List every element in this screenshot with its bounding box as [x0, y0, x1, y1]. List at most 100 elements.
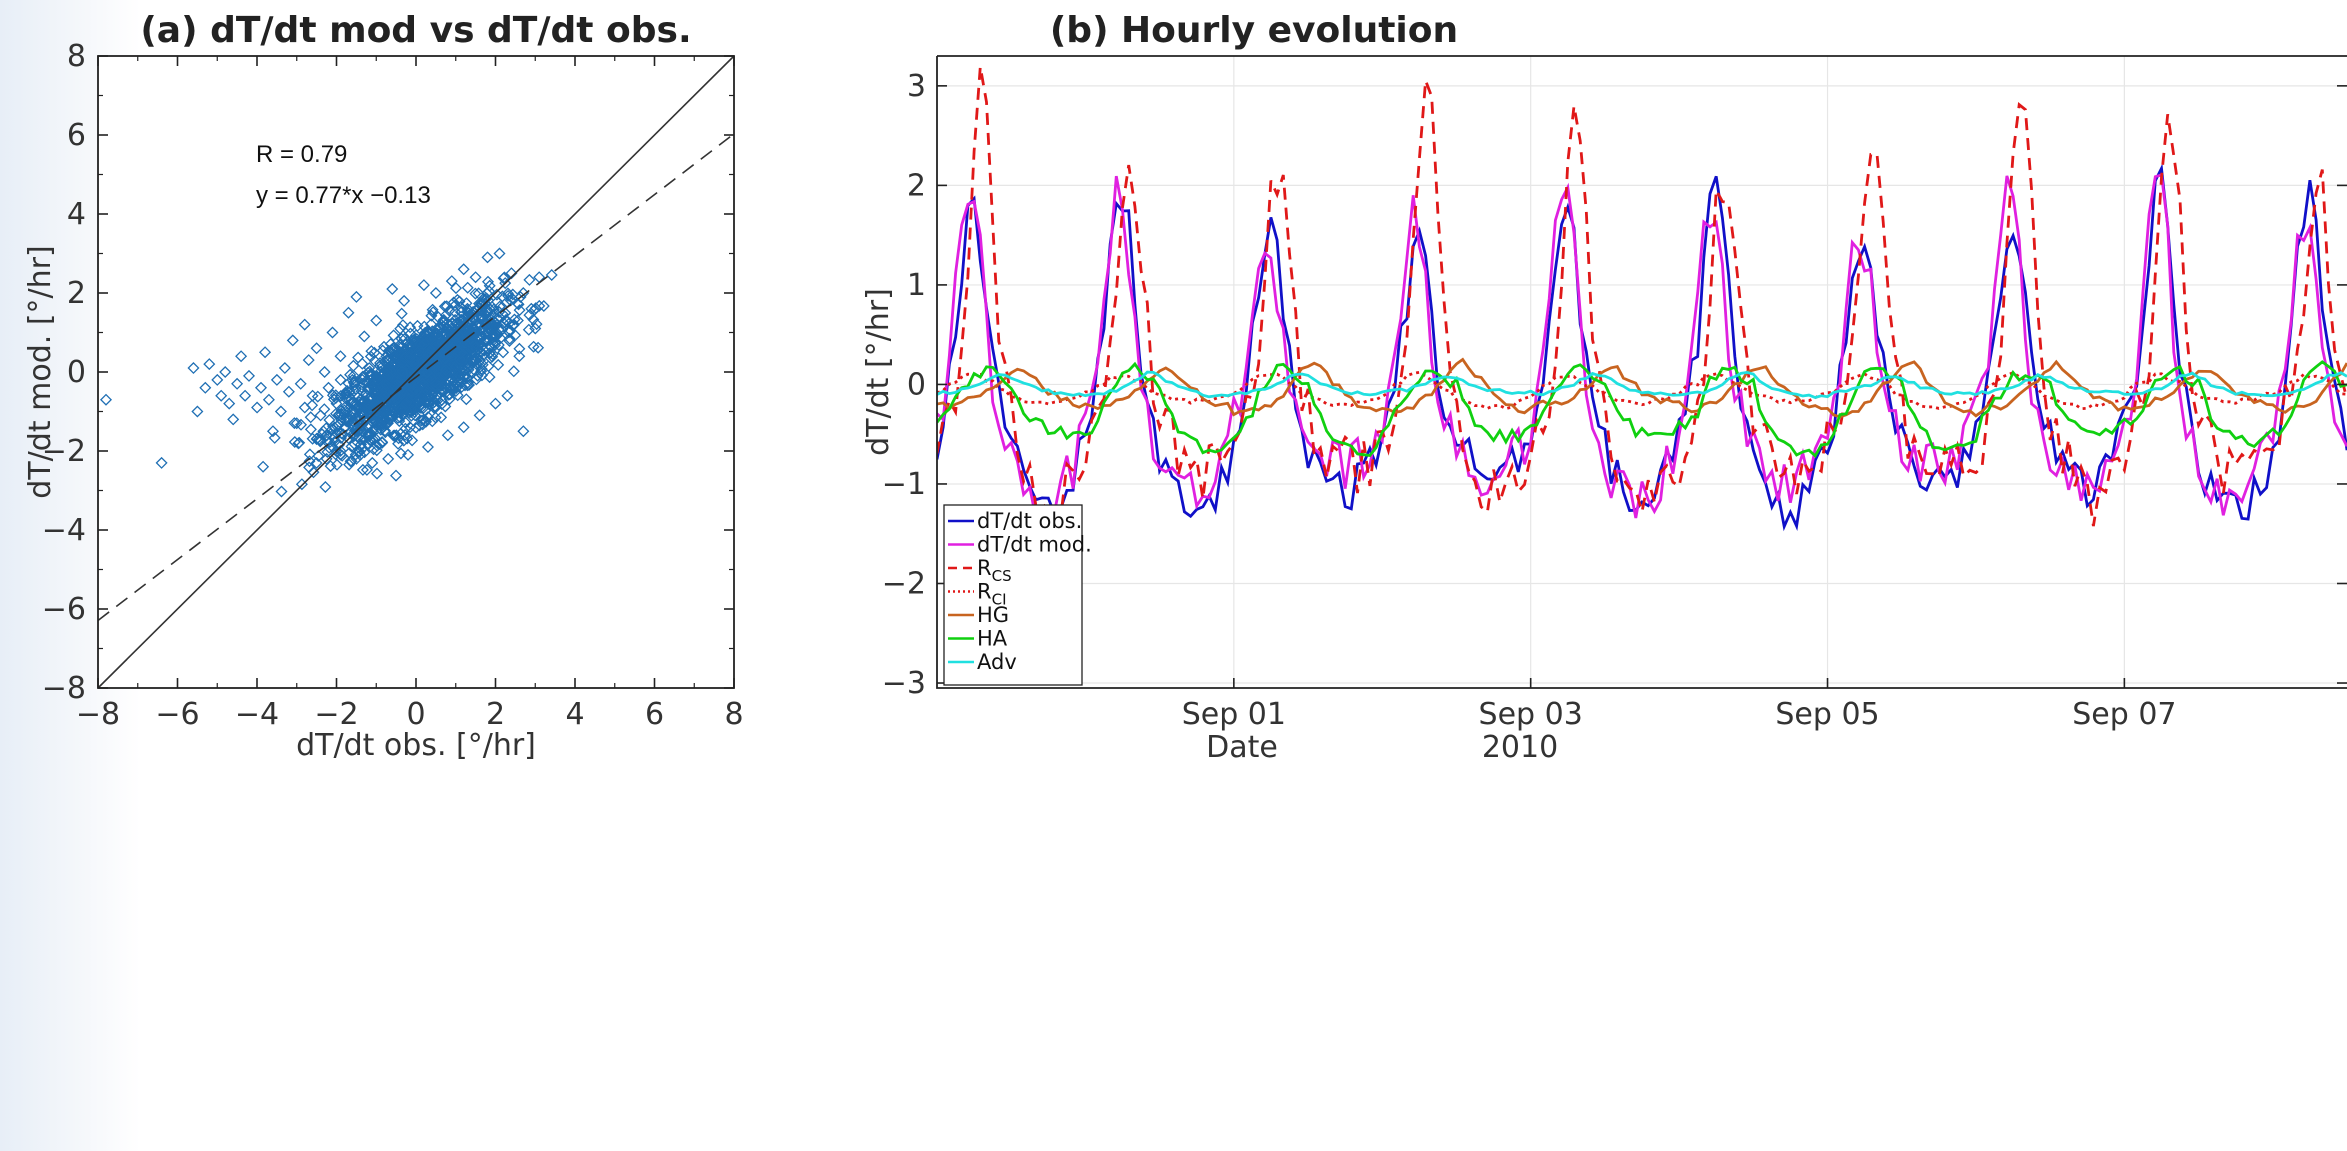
x-tick-label: 4: [565, 697, 584, 732]
scatter-point: [326, 441, 339, 454]
panel-b-series: [937, 66, 2347, 532]
scatter-point: [504, 324, 517, 337]
scatter-point: [380, 364, 393, 378]
scatter-point: [512, 298, 525, 311]
scatter-point: [395, 307, 408, 320]
scatter-point: [421, 366, 434, 379]
scatter-point: [367, 422, 380, 436]
scatter-point: [457, 263, 470, 276]
scatter-point: [199, 381, 212, 394]
scatter-point: [388, 379, 401, 392]
scatter-point: [191, 405, 204, 418]
panel-a-x-label: dT/dt obs. [°/hr]: [296, 728, 536, 763]
scatter-point: [493, 247, 506, 260]
y-tick-label: 6: [67, 118, 86, 153]
scatter-point: [440, 300, 453, 313]
scatter-point: [370, 314, 383, 327]
legend-label: Adv: [977, 650, 1017, 674]
scatter-point: [469, 271, 482, 284]
scatter-point: [442, 325, 455, 338]
scatter-point: [312, 433, 326, 446]
x-tick-label: −4: [235, 697, 279, 732]
scatter-point: [345, 455, 358, 468]
series-line-hg: [937, 357, 2347, 419]
scatter-point: [348, 379, 361, 392]
scatter-point: [481, 275, 495, 288]
y-tick-label: 0: [67, 355, 86, 390]
panel-b: (b) Hourly evolution Sep 01 Sep 03 Sep 05 S…: [861, 10, 2347, 765]
scatter-point: [223, 397, 236, 410]
y-tick-label: −2: [42, 434, 86, 469]
series-line-rci: [937, 370, 2347, 411]
scatter-point: [288, 435, 301, 449]
scatter-point: [345, 407, 359, 420]
scatter-point: [501, 389, 514, 402]
scatter-point: [350, 452, 363, 465]
scatter-point: [366, 456, 379, 469]
scatter-point: [288, 417, 301, 430]
scatter-point: [402, 448, 415, 461]
scatter-point: [413, 348, 426, 361]
scatter-point: [507, 319, 520, 332]
series-line-ha: [937, 360, 2347, 459]
scatter-point: [387, 329, 400, 342]
scatter-point: [483, 371, 496, 384]
scatter-point: [443, 304, 456, 317]
scatter-point: [445, 350, 458, 363]
scatter-point: [345, 440, 358, 453]
scatter-point: [393, 365, 406, 378]
scatter-point: [408, 390, 421, 404]
scatter-point: [330, 397, 343, 410]
scatter-point: [396, 368, 409, 381]
scatter-point: [381, 403, 394, 416]
scatter-point: [329, 407, 343, 420]
scatter-point: [254, 381, 268, 394]
scatter-point: [416, 414, 430, 427]
y-tick-label: 2: [907, 168, 926, 203]
scatter-point: [449, 360, 462, 373]
scatter-point: [394, 322, 407, 335]
scatter-point: [468, 353, 481, 366]
scatter-point: [392, 432, 405, 445]
x-tick-label: 8: [724, 697, 743, 732]
scatter-point: [441, 336, 454, 349]
y-tick-label: −2: [882, 566, 926, 601]
scatter-point: [446, 322, 459, 335]
legend-label: dT/dt mod.: [977, 533, 1092, 557]
scatter-point: [454, 347, 467, 360]
y-tick-label: −8: [42, 671, 86, 706]
scatter-point: [275, 485, 288, 498]
scatter-point: [227, 413, 240, 426]
scatter-point: [405, 405, 418, 419]
scatter-point: [298, 318, 311, 331]
y-tick-label: −3: [882, 666, 926, 701]
scatter-point: [290, 417, 303, 430]
scatter-point: [211, 373, 224, 386]
scatter-point: [380, 379, 393, 392]
scatter-point: [523, 273, 536, 286]
one-to-one-line: [97, 55, 735, 689]
scatter-point: [376, 344, 389, 357]
scatter-point: [386, 283, 399, 296]
scatter-point: [358, 330, 371, 343]
scatter-point: [396, 365, 409, 378]
scatter-point: [457, 421, 470, 434]
scatter-point: [307, 466, 320, 479]
scatter-point: [507, 365, 520, 378]
scatter-point: [393, 384, 406, 397]
scatter-point: [319, 480, 332, 494]
scatter-point: [428, 402, 441, 415]
scatter-point: [486, 329, 499, 342]
y-tick-label: 4: [67, 197, 86, 232]
scatter-point: [383, 394, 396, 407]
scatter-point: [356, 463, 369, 476]
scatter-point: [370, 467, 384, 480]
scatter-point: [476, 358, 489, 371]
scatter-point: [490, 288, 503, 301]
scatter-point: [391, 375, 404, 388]
scatter-point: [389, 469, 403, 482]
scatter-point: [396, 401, 409, 414]
legend-label: dT/dt obs.: [977, 509, 1082, 533]
scatter-point: [424, 332, 437, 345]
